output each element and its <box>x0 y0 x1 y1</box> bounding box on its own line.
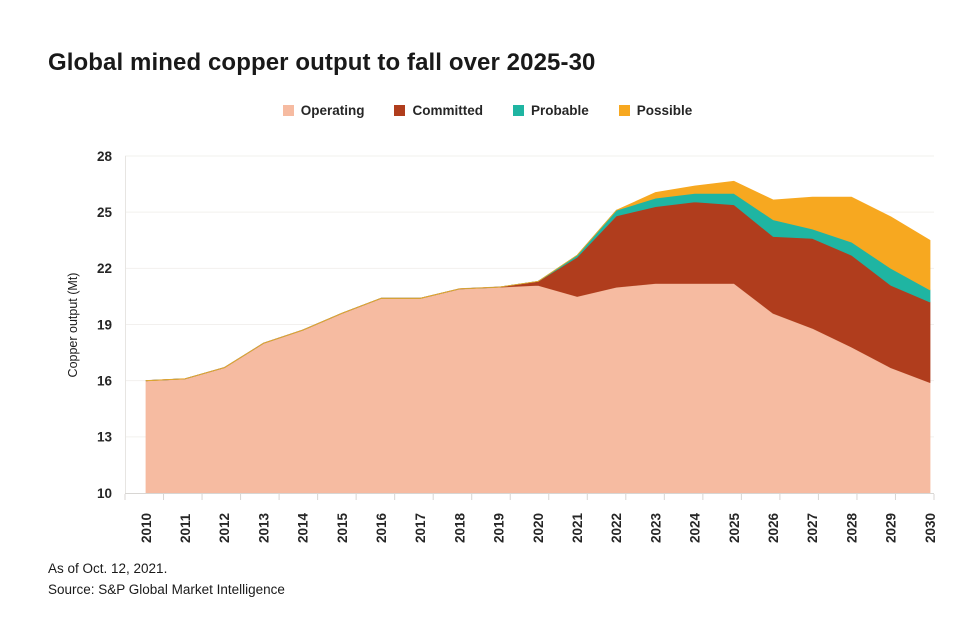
x-tick-label: 2013 <box>256 512 271 543</box>
x-tick-label: 2030 <box>923 513 938 543</box>
x-tick-label: 2018 <box>452 512 467 543</box>
x-tick-label: 2016 <box>374 512 389 543</box>
x-tick-label: 2021 <box>570 512 585 543</box>
y-tick-label: 22 <box>97 261 112 276</box>
x-tick-label: 2010 <box>139 513 154 543</box>
x-tick-label: 2027 <box>805 513 820 543</box>
y-tick-label: 13 <box>97 430 113 445</box>
area-band-possible <box>145 180 931 382</box>
as-of-note: As of Oct. 12, 2021. <box>48 561 168 576</box>
legend-swatch <box>394 105 406 116</box>
x-tick-label: 2020 <box>531 513 546 543</box>
x-tick-label: 2014 <box>296 512 311 543</box>
x-tick-label: 2019 <box>492 513 507 543</box>
y-tick-label: 19 <box>97 317 112 332</box>
y-tick-label: 16 <box>97 373 113 388</box>
legend-item-possible: Possible <box>618 103 693 118</box>
legend: Operating Committed Probable Possible <box>0 103 975 118</box>
y-tick-label: 10 <box>97 486 112 501</box>
x-tick-label: 2029 <box>884 513 899 543</box>
footnotes: As of Oct. 12, 2021. Source: S&P Global … <box>48 558 285 600</box>
x-tick-label: 2022 <box>609 513 624 543</box>
legend-swatch <box>618 105 630 116</box>
legend-item-probable: Probable <box>512 103 589 118</box>
page-title: Global mined copper output to fall over … <box>48 49 596 76</box>
legend-swatch <box>512 105 524 116</box>
x-tick-label: 2017 <box>413 513 428 543</box>
legend-label: Probable <box>530 103 589 118</box>
legend-label: Committed <box>412 103 483 118</box>
legend-item-committed: Committed <box>394 103 483 118</box>
legend-label: Possible <box>636 103 693 118</box>
x-tick-label: 2011 <box>178 513 193 543</box>
legend-swatch <box>282 105 294 116</box>
x-tick-label: 2023 <box>648 512 663 543</box>
legend-label: Operating <box>300 103 365 118</box>
x-tick-label: 2015 <box>335 512 350 543</box>
legend-item-operating: Operating <box>282 103 365 118</box>
x-tick-label: 2026 <box>766 512 781 543</box>
y-tick-label: 28 <box>97 149 113 164</box>
x-tick-label: 2024 <box>688 512 703 543</box>
x-tick-label: 2012 <box>217 513 232 543</box>
x-tick-label: 2028 <box>844 512 859 543</box>
y-tick-label: 25 <box>97 205 113 220</box>
source-note: Source: S&P Global Market Intelligence <box>48 582 285 597</box>
x-tick-label: 2025 <box>727 512 742 543</box>
y-axis-title: Copper output (Mt) <box>66 273 80 378</box>
